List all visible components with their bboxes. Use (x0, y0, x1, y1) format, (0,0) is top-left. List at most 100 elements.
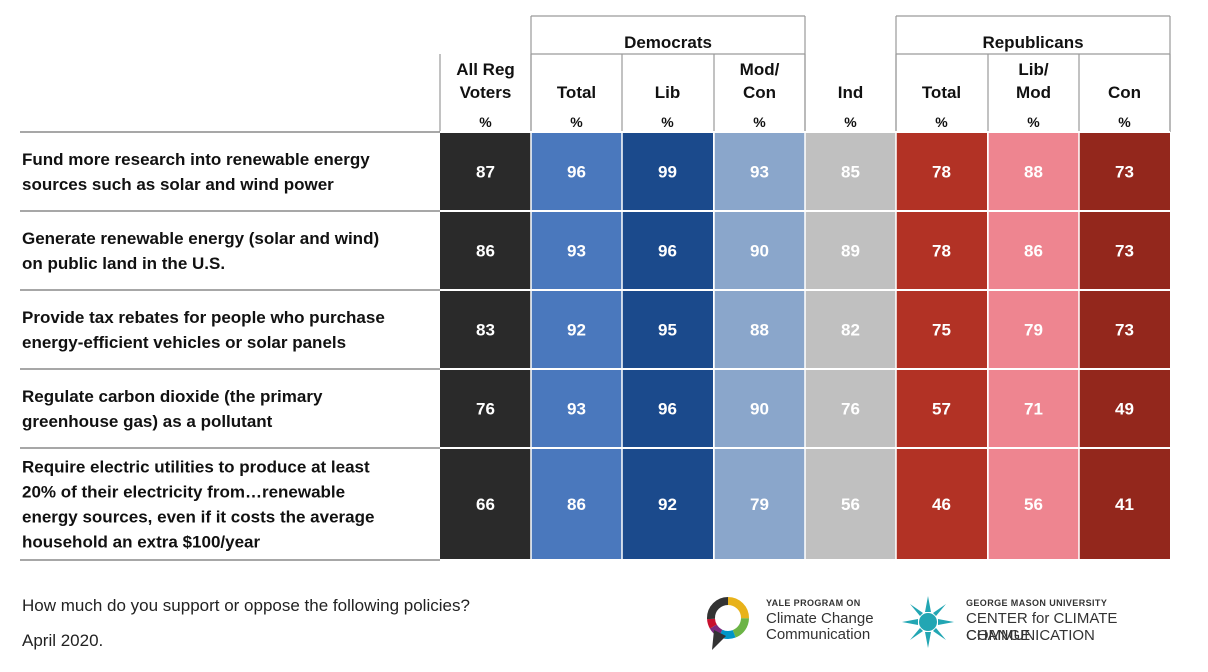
data-value-label: 99 (658, 163, 677, 182)
yale-logo-line1: Climate Change (766, 610, 874, 627)
data-value-label: 85 (841, 163, 860, 182)
data-value-label: 82 (841, 321, 860, 340)
data-value-label: 78 (932, 163, 951, 182)
data-value-label: 57 (932, 400, 951, 419)
data-cell (531, 132, 622, 211)
yale-logo-line2: Communication (766, 626, 871, 643)
data-value-label: 93 (750, 163, 769, 182)
data-cell (896, 369, 987, 448)
data-cell (622, 132, 713, 211)
data-value-label: 86 (1024, 242, 1043, 261)
row-label: energy-efficient vehicles or solar panel… (22, 333, 346, 352)
column-header-label: Total (922, 83, 961, 102)
column-unit-label: % (1118, 114, 1131, 130)
column-unit-label: % (753, 114, 766, 130)
group-label: Republicans (982, 33, 1083, 52)
row-label: Fund more research into renewable energy (22, 150, 370, 169)
data-value-label: 79 (1024, 321, 1043, 340)
data-cell (1079, 448, 1170, 560)
data-value-label: 83 (476, 321, 495, 340)
data-value-label: 88 (1024, 163, 1043, 182)
column-unit-label: % (1027, 114, 1040, 130)
column-header-label: Ind (838, 83, 864, 102)
data-value-label: 92 (567, 321, 586, 340)
data-cell (805, 448, 896, 560)
data-value-label: 73 (1115, 163, 1134, 182)
data-cell (622, 290, 713, 369)
data-cell (714, 132, 805, 211)
data-cell (440, 211, 531, 290)
data-value-label: 66 (476, 495, 495, 514)
data-cell (622, 448, 713, 560)
data-cell (531, 369, 622, 448)
data-value-label: 79 (750, 495, 769, 514)
data-cell (1079, 369, 1170, 448)
survey-question: How much do you support or oppose the fo… (22, 596, 470, 615)
data-value-label: 96 (567, 163, 586, 182)
row-label: sources such as solar and wind power (22, 175, 334, 194)
data-value-label: 78 (932, 242, 951, 261)
row-label: Require electric utilities to produce at… (22, 458, 370, 477)
data-value-label: 86 (476, 242, 495, 261)
column-header-label: Total (557, 83, 596, 102)
data-cell (440, 448, 531, 560)
column-unit-label: % (570, 114, 583, 130)
column-header-label: Voters (460, 83, 512, 102)
data-value-label: 71 (1024, 400, 1043, 419)
data-cell (714, 448, 805, 560)
data-cell (896, 448, 987, 560)
data-value-label: 73 (1115, 242, 1134, 261)
data-cell (805, 211, 896, 290)
data-value-label: 86 (567, 495, 586, 514)
data-value-label: 93 (567, 242, 586, 261)
column-unit-label: % (935, 114, 948, 130)
data-value-label: 90 (750, 242, 769, 261)
data-cell (440, 290, 531, 369)
column-header-label: All Reg (456, 60, 515, 79)
column-unit-label: % (661, 114, 674, 130)
gmu-logo-small: GEORGE MASON UNIVERSITY (966, 598, 1108, 608)
data-cell (714, 369, 805, 448)
row-label: Provide tax rebates for people who purch… (22, 308, 385, 327)
data-value-label: 88 (750, 321, 769, 340)
data-value-label: 76 (476, 400, 495, 419)
row-label: on public land in the U.S. (22, 254, 225, 273)
gmu-logo-line2: COMMUNICATION (966, 627, 1095, 644)
sunburst-icon (902, 596, 954, 648)
row-label: greenhouse gas) as a pollutant (22, 412, 273, 431)
data-cell (988, 290, 1079, 369)
data-cell (805, 132, 896, 211)
data-cell (896, 132, 987, 211)
data-value-label: 96 (658, 400, 677, 419)
data-value-label: 75 (932, 321, 951, 340)
data-value-label: 56 (841, 495, 860, 514)
data-cell (622, 369, 713, 448)
column-header-label: Lib/ (1018, 60, 1048, 79)
data-cell (714, 211, 805, 290)
data-cell (1079, 211, 1170, 290)
row-label: energy sources, even if it costs the ave… (22, 508, 374, 527)
column-header-label: Mod (1016, 83, 1051, 102)
data-cell (714, 290, 805, 369)
data-cell (988, 132, 1079, 211)
speech-bubble-icon (707, 597, 749, 650)
column-unit-label: % (844, 114, 857, 130)
data-value-label: 56 (1024, 495, 1043, 514)
data-cell (805, 290, 896, 369)
column-unit-label: % (479, 114, 492, 130)
data-cell (896, 290, 987, 369)
column-header-label: Con (1108, 83, 1141, 102)
column-header-label: Lib (655, 83, 681, 102)
data-cell (440, 369, 531, 448)
yale-logo: YALE PROGRAM ON Climate Change Communica… (704, 592, 894, 652)
data-cell (1079, 290, 1170, 369)
data-value-label: 93 (567, 400, 586, 419)
data-value-label: 89 (841, 242, 860, 261)
data-value-label: 76 (841, 400, 860, 419)
data-value-label: 90 (750, 400, 769, 419)
data-cell (531, 290, 622, 369)
data-cell (531, 448, 622, 560)
row-label: 20% of their electricity from…renewable (22, 483, 345, 502)
data-value-label: 87 (476, 163, 495, 182)
